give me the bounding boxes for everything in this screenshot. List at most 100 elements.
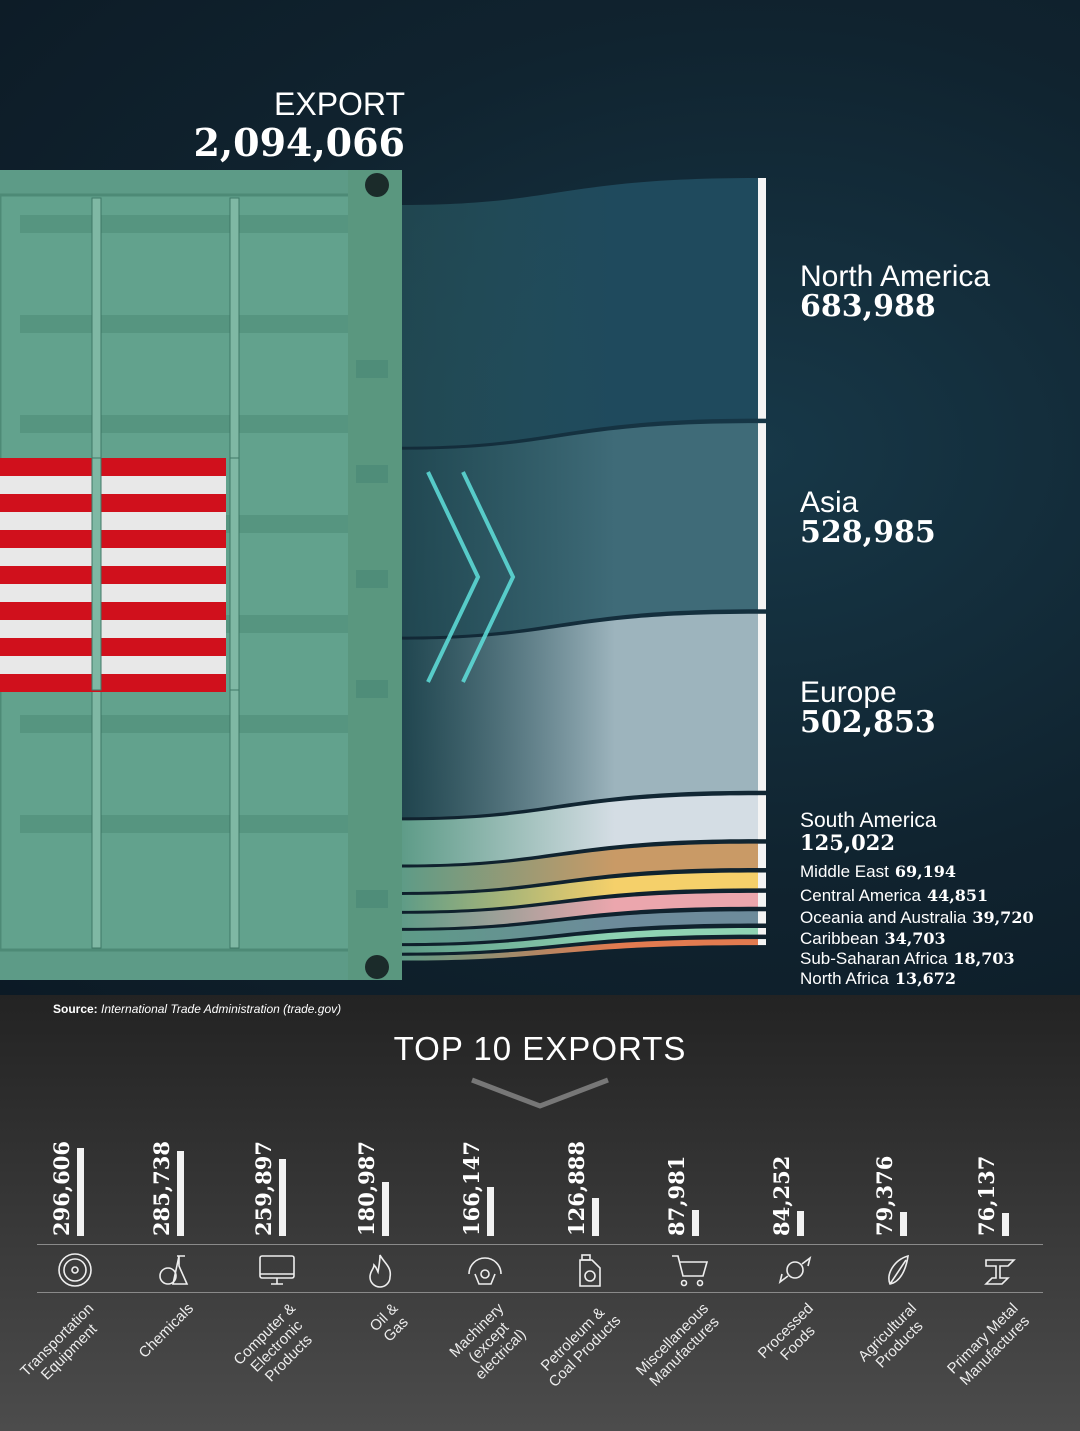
region-name: South America [800,809,937,832]
flask-icon [159,1255,189,1285]
export-category: Machinery (except electrical) [446,1300,530,1384]
locking-bar [229,457,240,691]
locking-bar [91,457,102,691]
gear-icon [468,1257,502,1285]
region-label: Central America 44,851 [800,886,988,906]
export-bar [797,1211,804,1236]
flow-end-bar [758,927,766,935]
door-hinge [356,570,388,588]
export-label: EXPORT [274,86,405,122]
flow-end-bar [758,178,766,419]
sankey-flow-middle-east [400,843,758,892]
export-category: Primary Metal Manufactures [944,1300,1034,1389]
export-column: 76,137 Primary Metal Manufactures [945,1130,1050,1430]
container-rib [20,815,350,833]
door-hinge [356,360,388,378]
flag-stripe [0,476,226,494]
export-bar [487,1186,494,1236]
region-value: 69,194 [894,862,957,881]
export-category: Agricultural Products [854,1300,927,1372]
region-label: South America 125,022 [800,810,937,854]
region-label: Sub-Saharan Africa 18,703 [800,949,1015,969]
region-label: Oceania and Australia 39,720 [800,908,1034,928]
region-label: North America 683,988 [800,262,990,322]
flag-stripe [0,494,226,512]
source-label: Source: [53,1002,98,1016]
flag-stripe [0,530,226,548]
flow-end-bar [758,892,766,907]
export-value: 79,376 [872,1155,897,1236]
flag-stripe [0,674,226,692]
export-category: Oil & Gas [367,1300,413,1346]
export-category: Miscellaneous Manufactures [632,1300,723,1390]
flow-end-bar [758,613,766,791]
region-value: 502,853 [800,705,936,740]
export-value: 296,606 [49,1141,74,1236]
container-rib [20,415,350,433]
export-value: 76,137 [974,1155,999,1236]
sankey-flow-north-africa [400,939,758,961]
region-label: Europe 502,853 [800,678,936,738]
top10-title: TOP 10 EXPORTS [393,1030,687,1067]
tire-icon [58,1253,92,1287]
source-note: Source: International Trade Administrati… [53,1002,341,1016]
region-name: North Africa [800,969,889,988]
divider-top [37,1244,1043,1245]
region-label: Caribbean 34,703 [800,929,946,949]
export-bar [382,1182,389,1236]
flag-stripe [0,458,226,476]
export-column: 79,376 Agricultural Products [848,1130,948,1430]
flag-stripe [0,584,226,602]
region-label: North Africa 13,672 [800,969,956,989]
export-column: 285,738 Chemicals [125,1130,225,1430]
steel-beam-icon [984,1259,1016,1285]
export-value: 180,987 [354,1141,379,1236]
export-column: 259,897 Computer & Electronic Products [227,1130,327,1430]
region-name: Central America [800,886,921,905]
export-column: 87,981 Miscellaneous Manufactures [633,1130,740,1430]
export-value: 166,147 [459,1141,484,1236]
sankey-flow-europe [400,613,758,818]
export-category: Computer & Electronic Products [230,1300,316,1386]
region-label: Middle East 69,194 [800,862,956,882]
door-hinge [356,680,388,698]
region-name: Middle East [800,862,889,881]
flow-end-bar [758,911,766,924]
sankey-flow-north-america [400,178,758,447]
export-category: Processed Foods [754,1300,819,1364]
export-column: 166,147 Machinery (except electrical) [435,1130,535,1430]
export-category: Transportation Equipment [16,1300,101,1384]
chevron-right-icon [461,471,516,683]
flow-end-bar [758,843,766,869]
region-name: Caribbean [800,929,879,948]
region-name: North America [800,260,991,293]
flow-end-bar [758,939,766,946]
flow-end-bar [758,872,766,889]
export-total: 2,094,066 [193,120,405,165]
sankey-flow-sub-saharan-africa [400,927,758,953]
container-rib [20,715,350,733]
region-label: Asia 528,985 [800,488,936,548]
export-column: 126,888 Petroleum & Coal Products [537,1130,640,1430]
export-bar [77,1148,84,1236]
candy-icon [778,1256,812,1284]
container-rib [20,315,350,333]
sankey-flow-oceania-and-australia [400,892,758,928]
region-value: 125,022 [800,830,895,855]
cart-icon [672,1255,709,1287]
flag-stripe [0,620,226,638]
chevron-right-icon [426,471,481,683]
flag-stripe [0,512,226,530]
oil-can-icon [579,1254,601,1287]
export-category: Petroleum & Coal Products [537,1304,625,1391]
region-name: Sub-Saharan Africa [800,949,948,968]
region-value: 34,703 [884,929,946,948]
export-bar [900,1212,907,1236]
region-value: 39,720 [972,908,1034,927]
sankey-scene [0,170,766,980]
sankey-flow-asia [400,423,758,637]
export-column: 180,987 Oil & Gas [330,1130,430,1430]
region-value: 683,988 [800,289,936,324]
region-name: Europe [800,676,897,709]
container-rib [20,215,350,233]
